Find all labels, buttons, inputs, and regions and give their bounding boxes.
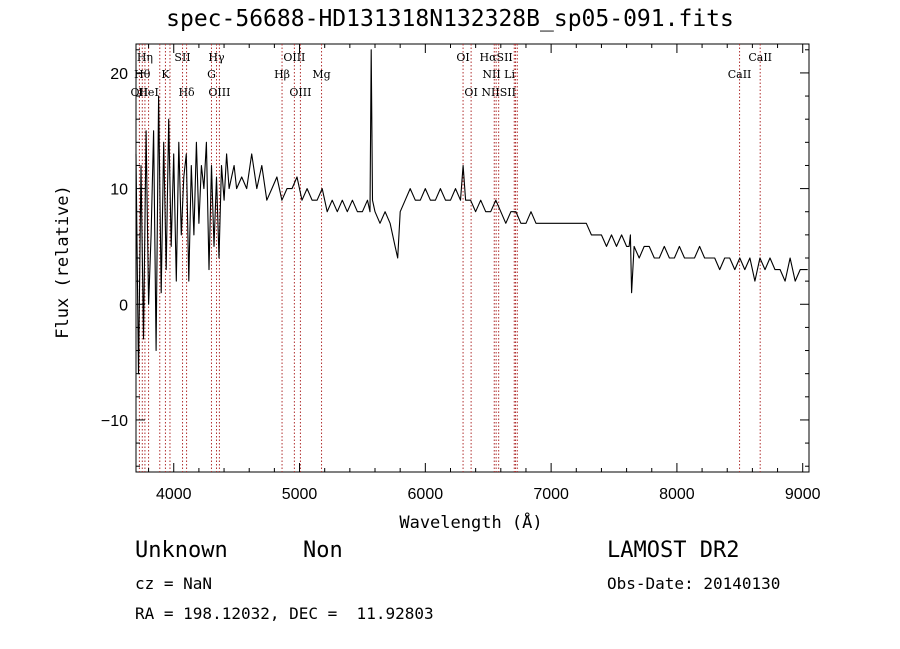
line-label-low-2: Hδ (178, 86, 195, 99)
y-tick-label-2: 10 (110, 182, 128, 199)
x-tick-label-1: 5000 (282, 486, 318, 503)
y-tick-label-1: 0 (119, 297, 128, 314)
line-label-mid-6: CaII (728, 68, 752, 81)
x-tick-label-4: 8000 (659, 486, 695, 503)
line-label-mid-1: K (161, 68, 170, 81)
line-label-mid-3: Hβ (274, 68, 290, 81)
y-axis-label: Flux (relative) (53, 185, 73, 339)
line-label-top-2: Hγ (208, 51, 225, 64)
line-label-mid-2: G (207, 68, 216, 81)
object-class: Unknown (135, 538, 228, 563)
y-axis: −10 0 10 20 (101, 49, 809, 467)
line-label-low-4: OIII (289, 86, 311, 99)
survey-name: LAMOST DR2 (607, 538, 740, 563)
observation-date: Obs-Date: 20140130 (607, 574, 781, 593)
line-label-low-6: NIISII (481, 86, 516, 99)
line-label-top-1: SII (174, 51, 190, 64)
redshift-value: cz = NaN (135, 574, 213, 593)
spectrum-series (135, 49, 808, 375)
line-label-low-0: OII (131, 86, 149, 99)
line-label-top-6: CaII (748, 51, 772, 64)
line-label-low-5: OI (464, 86, 477, 99)
spectrum-line (135, 49, 808, 375)
line-label-top-0: Hη (137, 51, 153, 64)
x-axis-label: Wavelength (Å) (399, 511, 542, 533)
line-label-mid-5: NII Li (482, 68, 515, 81)
chart-title: spec-56688-HD131318N132328B_sp05-091.fit… (166, 6, 734, 32)
line-label-top-5: HαSII (480, 51, 513, 64)
x-tick-label-2: 6000 (408, 486, 444, 503)
x-tick-label-3: 7000 (533, 486, 569, 503)
object-subclass: Non (303, 538, 343, 563)
line-label-mid-0: Hθ (134, 68, 151, 81)
line-labels: Hη SII Hγ OIII OI HαSII CaII Hθ K G Hβ Mg NII Li CaII… (131, 51, 772, 99)
y-tick-label-3: 20 (110, 66, 128, 83)
line-label-low-3: OIII (208, 86, 230, 99)
y-tick-label-0: −10 (101, 413, 128, 430)
x-tick-label-5: 9000 (785, 486, 821, 503)
line-label-mid-4: Mg (312, 68, 330, 81)
reference-lines (138, 44, 761, 472)
line-label-low-1: HeI (138, 86, 158, 99)
line-label-top-4: OI (456, 51, 469, 64)
x-axis: 4000 5000 6000 7000 8000 9000 (148, 44, 821, 503)
x-tick-label-0: 4000 (156, 486, 192, 503)
line-label-top-3: OIII (283, 51, 305, 64)
coordinates: RA = 198.12032, DEC = 11.92803 (135, 604, 434, 623)
